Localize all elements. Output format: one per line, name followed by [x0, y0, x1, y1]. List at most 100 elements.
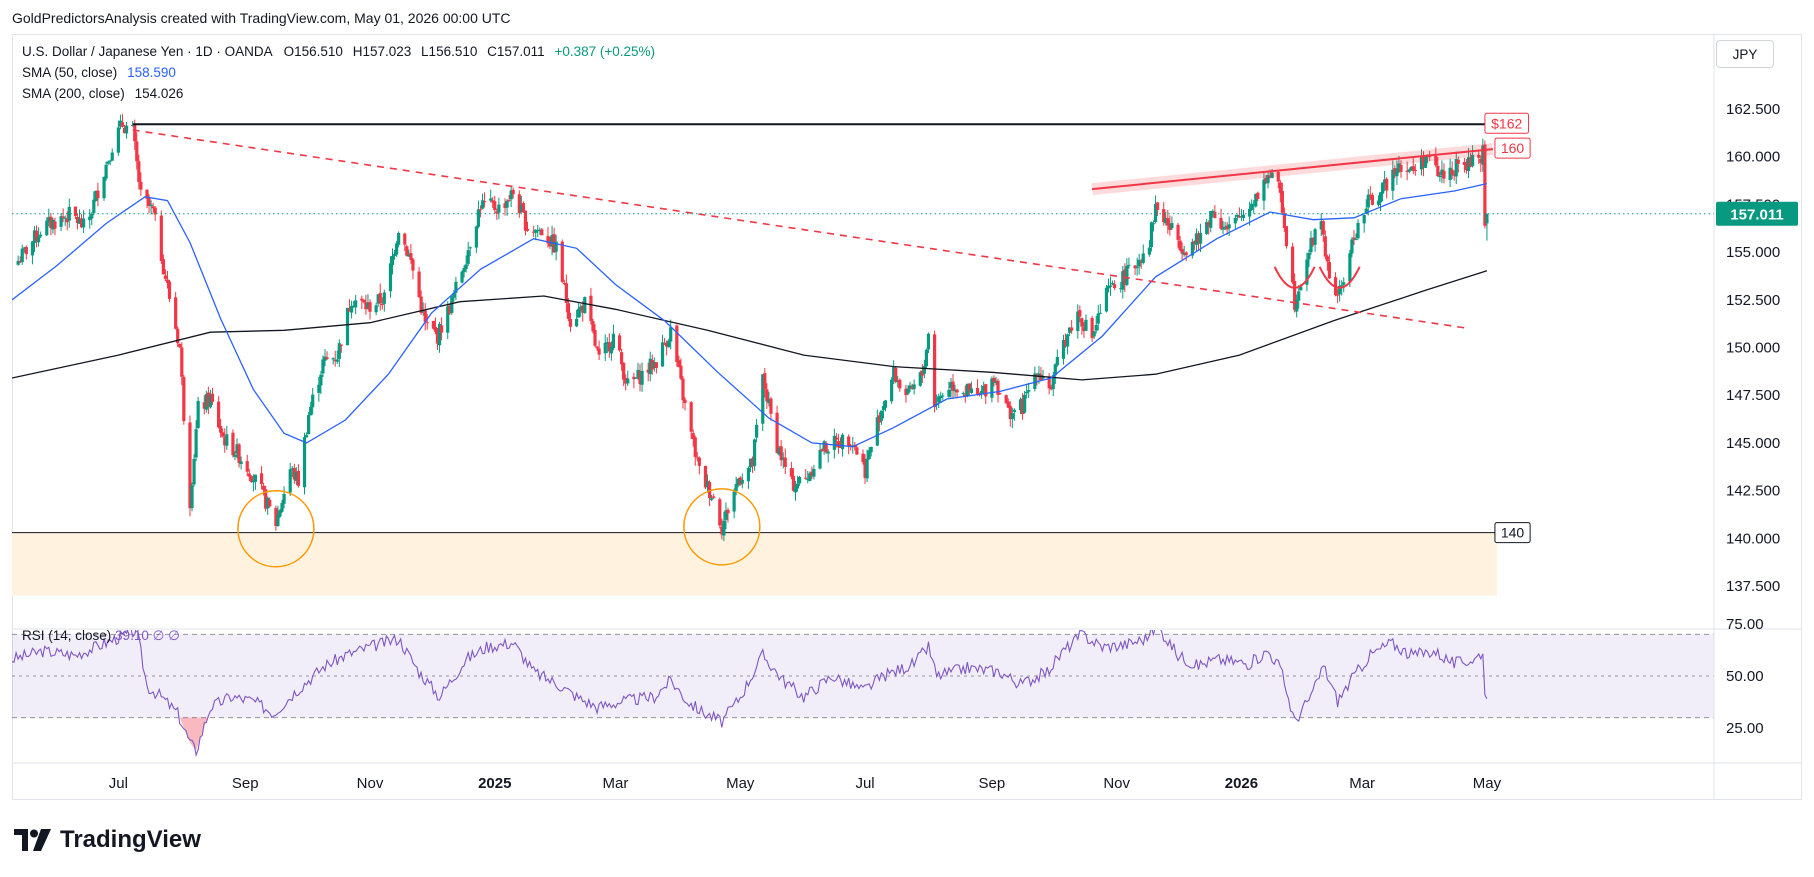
candle — [1018, 397, 1023, 415]
candle-body — [867, 450, 871, 460]
candle — [237, 442, 241, 468]
candle-body — [96, 190, 100, 199]
candle — [1264, 174, 1268, 185]
candle-body — [266, 497, 270, 509]
candle — [360, 295, 364, 309]
candle — [992, 375, 996, 387]
candle — [1113, 280, 1117, 291]
cup-arc — [1318, 266, 1361, 289]
candle-body — [1280, 191, 1284, 213]
candle — [683, 397, 687, 411]
candle — [1027, 382, 1031, 398]
candle-body — [163, 275, 168, 279]
candle — [883, 399, 888, 412]
candle-body — [736, 478, 740, 486]
candle — [235, 438, 239, 459]
candle-body — [734, 484, 738, 491]
candle-body — [292, 467, 296, 480]
candle-body — [1209, 211, 1213, 228]
candle — [1471, 145, 1475, 168]
candle — [955, 388, 959, 399]
symbol-legend[interactable]: U.S. Dollar / Japanese Yen · 1D · OANDA … — [22, 44, 655, 59]
candle — [81, 210, 86, 234]
candle — [335, 350, 339, 364]
currency-button[interactable]: JPY — [1716, 40, 1774, 68]
candle-body — [875, 417, 879, 446]
candle — [439, 317, 444, 341]
candle — [165, 270, 170, 289]
candle-body — [775, 412, 779, 454]
candle — [362, 299, 366, 304]
candle — [217, 396, 221, 429]
candles — [16, 113, 1489, 542]
candle — [564, 274, 568, 313]
candle — [282, 486, 286, 509]
candle — [597, 340, 601, 361]
candle — [908, 381, 912, 393]
candle — [667, 338, 671, 348]
time-axis-tick: Nov — [1103, 775, 1130, 792]
candle-body — [468, 247, 472, 249]
candle-body — [108, 160, 112, 162]
candle-body — [1368, 194, 1372, 196]
sma50-legend[interactable]: SMA (50, close) 158.590 — [22, 65, 176, 80]
symbol-name[interactable]: U.S. Dollar / Japanese Yen · 1D · OANDA — [22, 44, 272, 59]
candle-body — [517, 194, 521, 214]
candle-body — [237, 444, 241, 463]
candle — [321, 355, 325, 378]
candle — [665, 340, 669, 356]
candle — [478, 205, 483, 218]
candle — [1061, 334, 1066, 365]
candle — [1370, 192, 1374, 206]
candle-body — [949, 382, 953, 389]
candle — [1323, 230, 1327, 260]
candle — [151, 202, 155, 213]
candle — [521, 201, 526, 213]
candle-body — [1485, 213, 1489, 224]
rsi-legend[interactable]: RSI (14, close) 39.10 ∅ ∅ — [22, 628, 180, 644]
candle-body — [525, 228, 530, 231]
candle-body — [1180, 248, 1184, 254]
sma200-legend[interactable]: SMA (200, close) 154.026 — [22, 86, 183, 101]
candle — [409, 243, 413, 264]
price-axis-tick: 155.000 — [1726, 244, 1780, 261]
candle-body — [1391, 169, 1395, 191]
candle — [489, 189, 493, 203]
candle-body — [118, 120, 123, 127]
rsi-oversold-fill — [179, 717, 209, 751]
candle-body — [761, 374, 765, 424]
candle-body — [464, 264, 468, 270]
candle — [755, 418, 759, 443]
candle-body — [24, 246, 28, 255]
candle-body — [362, 299, 366, 303]
candle-body — [1325, 256, 1329, 262]
candle — [1252, 199, 1256, 214]
candle — [79, 214, 84, 229]
candle-body — [994, 381, 998, 383]
candle-body — [482, 201, 487, 203]
tradingview-logo-icon — [14, 829, 51, 851]
candle — [382, 289, 386, 312]
candle-body — [638, 371, 642, 385]
candle-body — [274, 508, 278, 527]
candle-body — [566, 303, 571, 319]
candle — [1194, 228, 1199, 252]
candle — [904, 384, 908, 403]
candle-body — [1239, 216, 1244, 218]
candle — [748, 458, 753, 472]
candle-body — [1293, 281, 1297, 310]
candle-body — [133, 124, 137, 142]
candle-body — [106, 161, 110, 164]
candle-body — [288, 469, 292, 493]
candle — [566, 298, 571, 322]
candle — [679, 358, 683, 381]
candle-body — [139, 181, 143, 190]
candle — [511, 187, 515, 199]
candle — [775, 405, 779, 454]
candle — [1407, 168, 1411, 174]
ohlc-change: +0.387 (+0.25%) — [554, 44, 656, 59]
candle-last — [1485, 213, 1489, 241]
tradingview-logo[interactable]: TradingView — [14, 826, 201, 854]
candle — [1213, 205, 1217, 219]
